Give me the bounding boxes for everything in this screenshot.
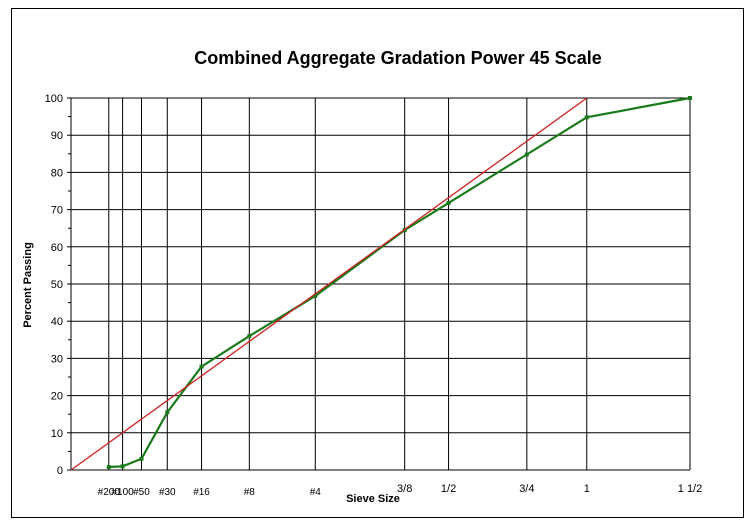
data-point — [446, 200, 451, 205]
x-tick-label: #50 — [133, 487, 150, 498]
data-point — [584, 115, 589, 120]
x-tick-label: #16 — [193, 487, 210, 498]
x-tick-label: 3/8 — [397, 483, 412, 495]
y-tick-label: 80 — [51, 167, 63, 179]
y-tick-label: 60 — [51, 242, 63, 254]
x-tick-label: 1/2 — [441, 483, 456, 495]
gradation-line — [108, 96, 691, 469]
x-tick-label: #200 — [98, 487, 121, 498]
data-point — [247, 334, 252, 339]
y-tick-label: 20 — [51, 391, 63, 403]
x-tick-label: 3/4 — [519, 483, 534, 495]
data-point — [313, 293, 318, 298]
maximum-density-line — [70, 97, 588, 471]
y-tick-label: 70 — [51, 205, 63, 217]
chart-title: Combined Aggregate Gradation Power 45 Sc… — [194, 48, 601, 68]
data-point — [139, 456, 144, 461]
data-point — [199, 364, 204, 369]
data-point — [120, 464, 125, 469]
y-tick-label: 50 — [51, 279, 63, 291]
chart-frame — [11, 8, 744, 518]
y-tick-label: 30 — [51, 353, 63, 365]
x-tick-label: 1 1/2 — [678, 483, 702, 495]
y-tick-label: 40 — [51, 316, 63, 328]
x-tick-label: #100 — [111, 487, 134, 498]
y-tick-label: 0 — [57, 465, 63, 477]
x-axis-label: Sieve Size — [346, 493, 400, 505]
x-tick-label: #4 — [310, 487, 322, 498]
x-tick-label: #30 — [159, 487, 176, 498]
x-tick-label: #8 — [244, 487, 256, 498]
data-point — [688, 96, 692, 100]
x-tick-label: 1 — [584, 483, 590, 495]
y-tick-label: 90 — [51, 130, 63, 142]
data-point — [165, 410, 170, 415]
y-tick-label: 100 — [45, 93, 63, 105]
y-axis-label: Percent Passing — [22, 242, 34, 328]
data-point — [524, 152, 529, 157]
data-point — [106, 465, 111, 470]
y-tick-label: 10 — [51, 428, 63, 440]
